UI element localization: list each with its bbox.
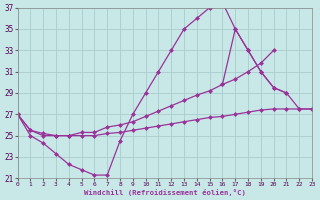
X-axis label: Windchill (Refroidissement éolien,°C): Windchill (Refroidissement éolien,°C) bbox=[84, 189, 246, 196]
